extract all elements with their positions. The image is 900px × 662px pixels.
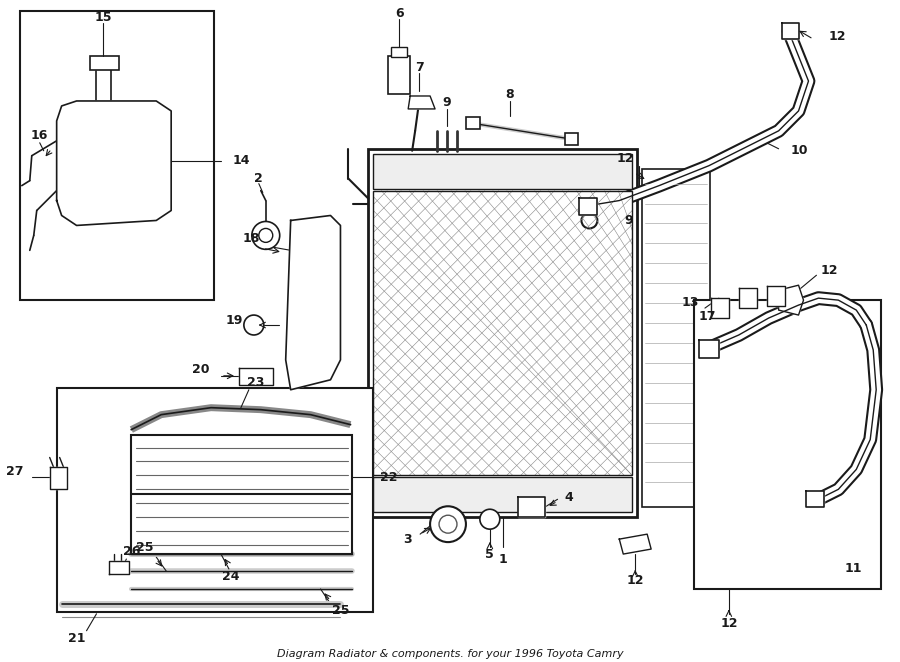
Text: Diagram Radiator & components. for your 1996 Toyota Camry: Diagram Radiator & components. for your … — [276, 649, 624, 659]
Text: 5: 5 — [485, 547, 494, 561]
Circle shape — [581, 213, 598, 228]
Text: 25: 25 — [136, 541, 153, 553]
Polygon shape — [285, 216, 340, 390]
Bar — [368, 149, 637, 517]
Bar — [89, 56, 120, 70]
Polygon shape — [57, 101, 171, 226]
Text: 20: 20 — [192, 363, 209, 376]
Polygon shape — [518, 497, 544, 517]
Text: 8: 8 — [506, 89, 514, 101]
Text: 12: 12 — [821, 263, 838, 277]
Bar — [57, 388, 373, 612]
Text: 14: 14 — [233, 154, 250, 167]
Text: 4: 4 — [564, 491, 573, 504]
Text: 23: 23 — [248, 376, 265, 389]
Polygon shape — [778, 285, 804, 315]
Bar — [466, 117, 480, 129]
Text: 15: 15 — [94, 11, 112, 24]
Polygon shape — [806, 491, 824, 507]
Text: 26: 26 — [122, 545, 140, 557]
Text: 12: 12 — [828, 30, 846, 43]
Text: 22: 22 — [381, 471, 398, 484]
Polygon shape — [781, 23, 798, 39]
Polygon shape — [50, 467, 67, 489]
Text: 25: 25 — [332, 604, 349, 618]
Bar — [564, 133, 579, 145]
Text: 13: 13 — [681, 296, 699, 308]
Text: 6: 6 — [395, 7, 403, 20]
Polygon shape — [580, 197, 598, 216]
Circle shape — [252, 222, 280, 250]
Bar — [694, 300, 881, 589]
Polygon shape — [619, 534, 652, 554]
Text: 10: 10 — [790, 144, 808, 158]
Text: 7: 7 — [415, 61, 424, 73]
Polygon shape — [767, 286, 785, 306]
Circle shape — [439, 515, 457, 533]
Text: 21: 21 — [68, 632, 86, 645]
Bar — [388, 56, 410, 94]
Text: 24: 24 — [222, 571, 239, 583]
Text: 9: 9 — [443, 97, 451, 109]
Bar — [131, 434, 353, 554]
Text: 17: 17 — [699, 310, 716, 322]
Bar — [392, 47, 407, 57]
Text: 2: 2 — [255, 172, 263, 185]
Text: 16: 16 — [31, 129, 49, 142]
Polygon shape — [238, 368, 273, 385]
Polygon shape — [739, 288, 757, 308]
Bar — [20, 11, 214, 300]
Bar — [374, 191, 632, 475]
Circle shape — [430, 506, 466, 542]
Text: 12: 12 — [616, 152, 634, 166]
Text: 18: 18 — [242, 232, 259, 245]
Text: 27: 27 — [6, 465, 23, 478]
Polygon shape — [409, 96, 435, 109]
Text: 12: 12 — [720, 617, 738, 630]
Circle shape — [244, 315, 264, 335]
Bar — [374, 477, 632, 512]
Text: 12: 12 — [626, 575, 644, 587]
Text: 9: 9 — [625, 214, 633, 227]
Text: 3: 3 — [403, 533, 412, 545]
Bar — [374, 154, 632, 189]
Polygon shape — [711, 298, 729, 318]
Circle shape — [480, 509, 500, 529]
Polygon shape — [699, 340, 719, 358]
Bar — [643, 169, 710, 507]
Text: 11: 11 — [844, 563, 862, 575]
Bar — [374, 191, 632, 475]
Text: 1: 1 — [499, 553, 508, 565]
Circle shape — [259, 228, 273, 242]
Text: 19: 19 — [226, 314, 243, 326]
Polygon shape — [110, 561, 130, 574]
